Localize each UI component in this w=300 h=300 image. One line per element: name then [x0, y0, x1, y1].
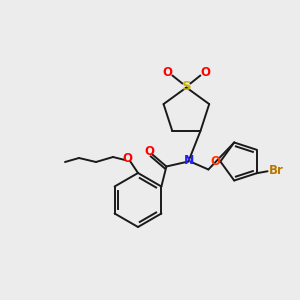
Text: O: O: [210, 155, 220, 168]
Text: S: S: [182, 80, 191, 93]
Text: O: O: [162, 66, 172, 79]
Text: N: N: [184, 154, 195, 167]
Text: O: O: [144, 145, 154, 158]
Text: O: O: [200, 66, 210, 79]
Text: O: O: [122, 152, 132, 166]
Text: Br: Br: [269, 164, 284, 177]
